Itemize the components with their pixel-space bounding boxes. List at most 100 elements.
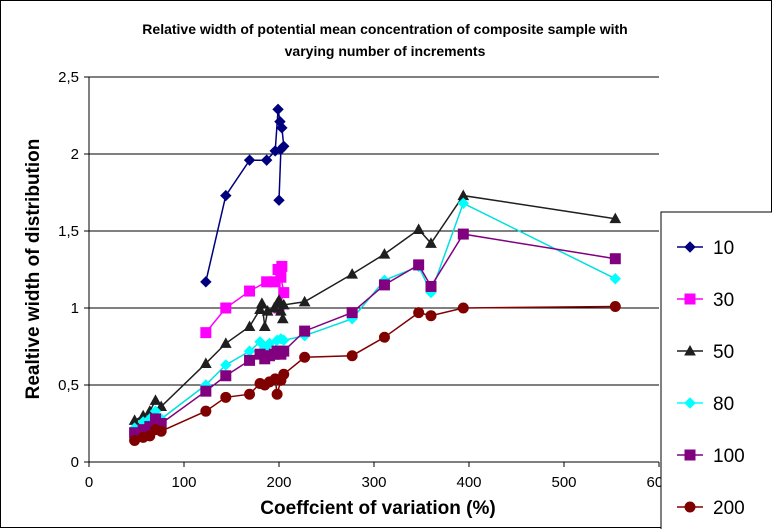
data-point (457, 228, 469, 240)
y-tick-label: 2,5 (58, 69, 79, 86)
data-point (684, 397, 696, 409)
y-tick-label: 2 (71, 146, 79, 163)
data-point (275, 271, 287, 283)
data-point (684, 344, 696, 356)
data-point (425, 310, 437, 322)
series-10 (200, 103, 290, 288)
data-point (425, 237, 437, 248)
data-point (457, 197, 470, 209)
data-point (684, 293, 696, 305)
y-tick-label: 0,5 (58, 377, 79, 394)
legend-box (660, 211, 772, 529)
data-point (275, 143, 287, 156)
legend-label: 30 (713, 290, 734, 311)
data-point (200, 385, 212, 397)
data-point (457, 302, 469, 314)
series-100 (129, 228, 621, 439)
data-point (200, 405, 212, 417)
legend-item-200: 200 (677, 498, 745, 519)
data-point (609, 253, 621, 265)
data-point (298, 295, 311, 307)
data-point (243, 154, 256, 166)
data-point (413, 307, 425, 319)
gridlines (89, 76, 659, 386)
data-point (346, 268, 358, 279)
data-point (275, 305, 287, 316)
data-point (219, 337, 232, 348)
data-point (273, 294, 285, 305)
x-axis-title: Coeffcient of variation (%) (260, 498, 495, 519)
legend: 10 30 50 80 100 200 (660, 211, 772, 529)
data-point (244, 354, 256, 366)
data-point (272, 103, 284, 116)
data-point (258, 320, 271, 331)
data-point (220, 370, 232, 382)
data-point (609, 212, 622, 224)
data-point (273, 194, 285, 206)
data-point (260, 154, 273, 166)
data-point (609, 300, 621, 312)
series-200 (129, 300, 621, 446)
legend-label: 80 (713, 394, 734, 415)
data-point (254, 303, 266, 315)
data-point (684, 449, 696, 461)
legend-label: 200 (713, 498, 745, 519)
data-point (155, 425, 167, 437)
chart-subtitle: varying number of increments (285, 43, 486, 59)
data-point (256, 297, 268, 308)
data-point (200, 357, 212, 368)
data-point (200, 276, 212, 288)
data-point (299, 325, 311, 337)
data-point (413, 259, 425, 271)
legend-item-100: 100 (677, 446, 745, 467)
data-point (278, 334, 290, 347)
data-point (425, 280, 437, 292)
series-line (205, 109, 285, 282)
data-point (684, 241, 696, 253)
data-point (220, 302, 232, 314)
chart-title: Relative width of potential mean concent… (142, 21, 627, 37)
data-point (378, 248, 391, 259)
legend-label: 50 (713, 342, 734, 363)
data-point (220, 391, 232, 403)
data-point (378, 279, 390, 291)
series-50 (128, 189, 622, 425)
data-point (609, 273, 622, 285)
data-point (149, 394, 162, 405)
x-tick-label: 0 (85, 474, 93, 491)
x-tick-label: 400 (456, 474, 481, 491)
series-80 (128, 197, 622, 434)
data-point (299, 351, 311, 363)
data-point (276, 260, 288, 272)
data-point (244, 285, 256, 297)
legend-label: 100 (713, 446, 745, 467)
data-point (220, 359, 232, 371)
x-tick-label: 200 (266, 474, 291, 491)
series-plot (128, 103, 622, 446)
y-tick-label: 1,5 (58, 223, 79, 240)
data-point (346, 307, 358, 319)
data-point (277, 298, 290, 310)
data-point (276, 312, 289, 324)
data-point (278, 345, 290, 357)
axes: 00,511,522,50 100 200 300 400 500 600 (58, 69, 671, 491)
y-tick-label: 1 (71, 300, 79, 317)
legend-item-30: 30 (677, 290, 734, 311)
data-point (412, 223, 425, 234)
data-point (378, 331, 390, 343)
data-point (254, 336, 266, 348)
legend-item-80: 80 (677, 394, 734, 415)
legend-item-50: 50 (677, 342, 734, 363)
data-point (244, 388, 256, 400)
data-point (276, 122, 288, 134)
data-point (278, 368, 290, 380)
series-30 (200, 260, 290, 339)
x-tick-label: 100 (171, 474, 196, 491)
data-point (155, 400, 168, 412)
data-point (278, 287, 290, 299)
x-tick-label: 300 (361, 474, 386, 491)
y-tick-label: 0 (71, 454, 79, 471)
y-axis-title: Realtive width of distribution (23, 139, 44, 400)
